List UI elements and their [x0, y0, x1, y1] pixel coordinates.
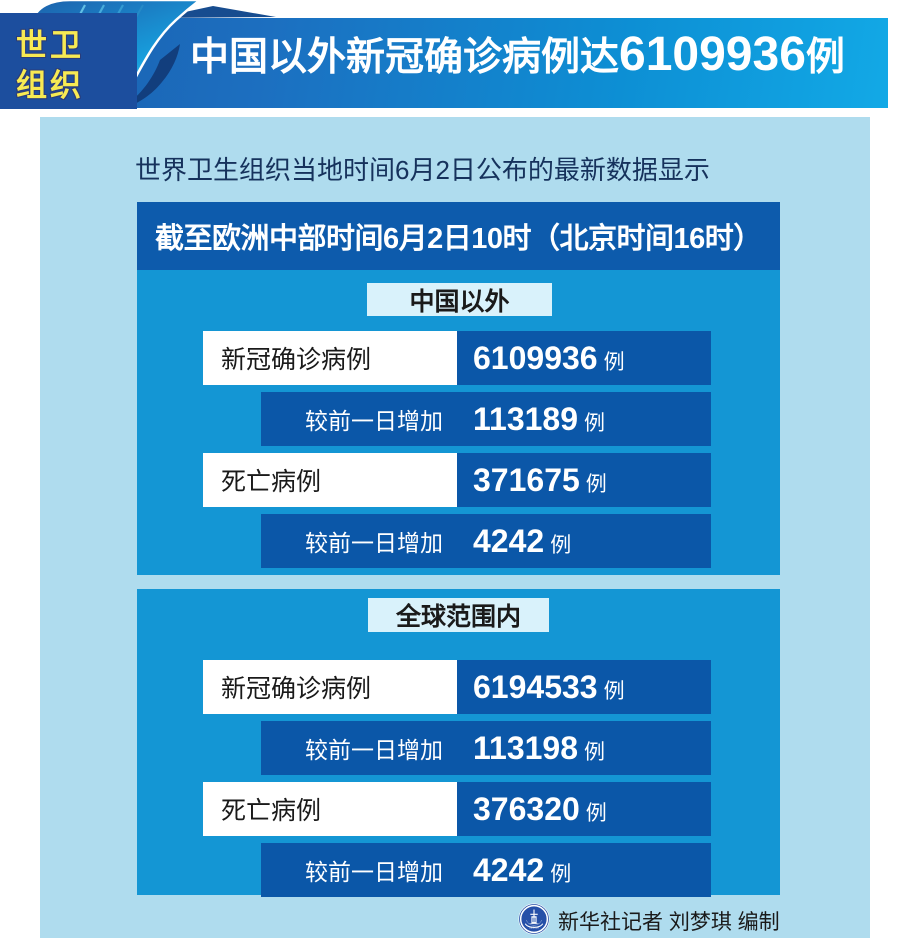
svg-text:XINHUA: XINHUA	[529, 925, 539, 929]
